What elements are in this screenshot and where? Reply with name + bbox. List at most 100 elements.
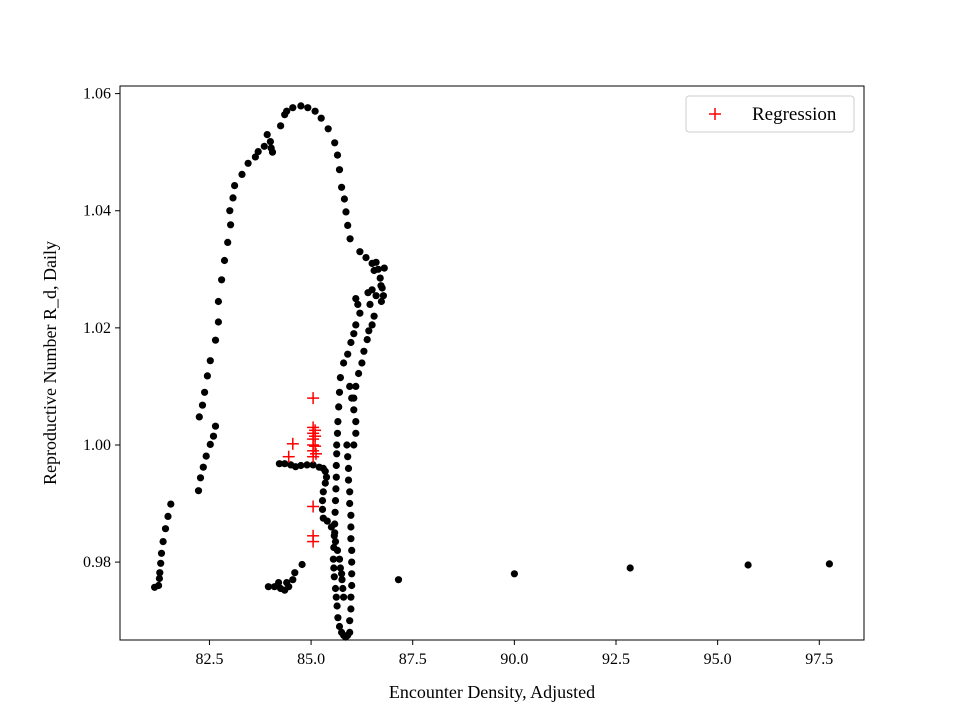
data-point <box>394 576 403 584</box>
data-point <box>352 295 360 303</box>
data-point <box>164 512 172 521</box>
data-point <box>322 473 331 481</box>
x-tick-label: 95.0 <box>704 651 732 668</box>
data-point <box>283 579 291 587</box>
data-point <box>350 330 358 338</box>
data-point <box>377 297 385 306</box>
data-point <box>355 369 363 378</box>
data-point <box>347 511 355 519</box>
data-point <box>379 292 387 300</box>
x-tick-label: 87.5 <box>399 651 427 668</box>
data-point <box>370 312 378 320</box>
data-point <box>333 450 341 458</box>
data-point <box>340 195 348 203</box>
data-point <box>350 441 358 449</box>
data-point <box>231 182 239 190</box>
data-point <box>377 282 385 290</box>
data-point <box>338 570 346 578</box>
data-point <box>319 488 327 496</box>
data-point <box>346 235 354 243</box>
data-point <box>332 485 340 493</box>
regression-point <box>309 440 322 453</box>
data-point <box>323 517 331 525</box>
data-point <box>266 138 274 146</box>
data-point <box>201 388 209 396</box>
data-point <box>338 183 346 191</box>
data-point <box>350 406 358 414</box>
data-point <box>224 238 232 246</box>
data-point <box>334 418 342 426</box>
data-point <box>317 114 325 122</box>
regression-point <box>307 392 320 405</box>
data-point <box>311 107 319 115</box>
data-point <box>348 546 356 555</box>
data-point <box>346 499 354 508</box>
data-point <box>352 418 360 426</box>
data-point <box>195 413 203 421</box>
data-point <box>348 394 356 402</box>
data-point <box>211 336 220 344</box>
data-point <box>365 327 373 335</box>
data-point <box>155 574 163 583</box>
data-point <box>298 560 306 569</box>
data-point <box>343 441 351 449</box>
data-point <box>156 569 164 577</box>
data-point <box>331 139 339 147</box>
data-point <box>304 104 312 112</box>
data-point <box>335 403 343 411</box>
data-point <box>374 265 382 273</box>
plot-frame <box>119 85 865 641</box>
y-axis-ticks: 0.98 1.00 1.02 1.04 1.06 <box>83 86 120 571</box>
data-point <box>344 453 352 461</box>
data-point <box>333 602 341 610</box>
data-point <box>335 166 344 174</box>
data-point <box>348 570 356 578</box>
data-point <box>211 422 220 430</box>
data-point <box>331 584 340 593</box>
x-axis-label: Encounter Density, Adjusted <box>389 682 595 702</box>
x-axis-ticks: 82.5 85.0 87.5 90.0 92.5 95.0 97.5 <box>195 640 833 668</box>
data-point <box>360 347 368 355</box>
data-point <box>297 461 305 470</box>
data-point <box>251 153 259 161</box>
data-point <box>157 549 166 557</box>
regression-point <box>310 447 322 460</box>
data-point <box>334 614 342 622</box>
data-point <box>352 382 360 390</box>
data-point <box>348 558 356 566</box>
data-point <box>344 221 352 229</box>
data-point <box>744 561 752 569</box>
data-point <box>358 359 366 367</box>
scatter-series-regression <box>282 392 322 548</box>
x-tick-label: 85.0 <box>297 651 325 668</box>
data-point <box>194 487 203 495</box>
data-point <box>289 104 297 112</box>
legend: Regression <box>685 95 855 133</box>
data-point <box>167 500 175 508</box>
data-point <box>229 194 237 202</box>
data-point <box>347 523 355 531</box>
data-point <box>206 440 214 448</box>
regression-point <box>282 450 295 463</box>
data-point <box>333 429 342 437</box>
x-tick-label: 90.0 <box>500 651 528 668</box>
data-point <box>218 276 226 284</box>
data-point <box>275 460 283 468</box>
data-point <box>331 538 340 546</box>
regression-point <box>307 500 320 513</box>
legend-marker-plus-icon <box>709 108 721 120</box>
data-point <box>157 559 165 567</box>
data-point <box>203 372 211 380</box>
data-point <box>372 292 380 300</box>
data-point <box>220 256 229 265</box>
data-point <box>347 338 355 347</box>
x-tick-label: 92.5 <box>602 651 630 668</box>
data-point <box>363 336 371 344</box>
data-point <box>372 258 380 266</box>
data-point <box>335 388 344 396</box>
y-tick-label: 1.00 <box>83 437 111 454</box>
data-point <box>297 102 305 110</box>
data-point <box>214 318 222 326</box>
data-point <box>332 461 340 470</box>
